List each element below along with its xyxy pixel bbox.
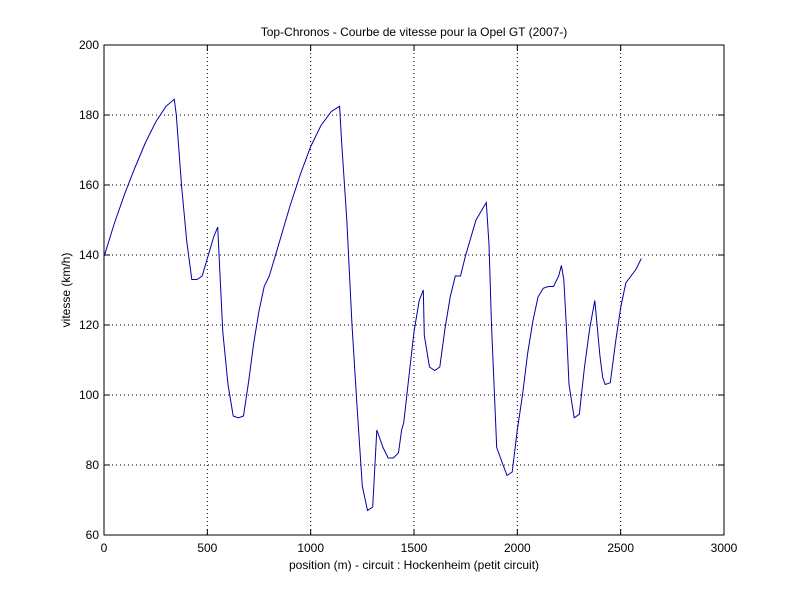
y-tick-label: 180 (79, 108, 99, 122)
y-axis-label: vitesse (km/h) (59, 253, 73, 328)
chart-title: Top-Chronos - Courbe de vitesse pour la … (261, 25, 568, 39)
x-tick-label: 1500 (401, 541, 428, 555)
x-tick-label: 1000 (297, 541, 324, 555)
x-tick-label: 0 (101, 541, 108, 555)
x-tick-label: 3000 (711, 541, 738, 555)
x-tick-label: 500 (197, 541, 217, 555)
y-tick-label: 100 (79, 388, 99, 402)
x-axis-label: position (m) - circuit : Hockenheim (pet… (289, 558, 539, 572)
x-tick-label: 2500 (607, 541, 634, 555)
y-tick-label: 140 (79, 248, 99, 262)
x-tick-label: 2000 (504, 541, 531, 555)
y-tick-label: 120 (79, 318, 99, 332)
y-tick-label: 160 (79, 178, 99, 192)
grid (104, 45, 724, 535)
tick-labels: 0 500 1000 1500 2000 2500 3000 60 80 100 120 140 160… (79, 38, 738, 555)
speed-line (103, 98, 642, 512)
y-tick-label: 60 (86, 528, 100, 542)
y-tick-label: 80 (86, 458, 100, 472)
y-tick-label: 200 (79, 38, 99, 52)
